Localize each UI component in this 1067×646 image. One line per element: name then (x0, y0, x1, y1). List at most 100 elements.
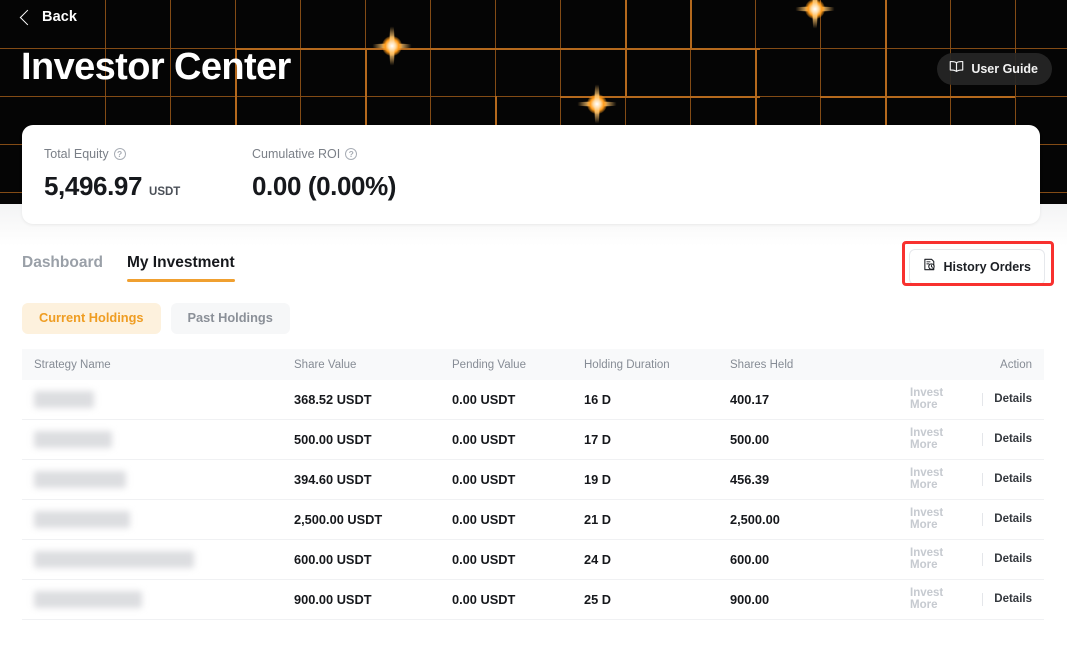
cell-action: Invest More Details (910, 547, 1044, 571)
details-button[interactable]: Details (994, 552, 1032, 565)
cell-action: Invest More Details (910, 387, 1044, 411)
cell-share-value: 2,500.00 USDT (294, 512, 383, 527)
cell-strategy-name (22, 511, 294, 528)
summary-stats-card: Total Equity ? 5,496.97 USDT Cumulative … (22, 125, 1040, 224)
cell-shares-held: 900.00 (730, 592, 770, 607)
cell-pending-value: 0.00 USDT (452, 472, 516, 487)
invest-more-button[interactable]: Invest More (910, 587, 944, 611)
cumulative-roi-stat: Cumulative ROI ? 0.00 (0.00%) (252, 148, 396, 199)
help-tooltip-icon[interactable]: ? (113, 148, 126, 161)
invest-more-button[interactable]: Invest More (910, 507, 944, 531)
details-button[interactable]: Details (994, 472, 1032, 485)
back-button[interactable]: Back (19, 9, 78, 26)
cell-pending-value: 0.00 USDT (452, 432, 516, 447)
redacted-strategy-name (34, 391, 94, 408)
column-header-action: Action (1000, 358, 1032, 371)
cell-action: Invest More Details (910, 467, 1044, 491)
grid-line-vertical (430, 0, 431, 204)
user-guide-button[interactable]: User Guide (937, 53, 1052, 85)
tab-dashboard[interactable]: Dashboard (22, 254, 103, 271)
help-tooltip-icon[interactable]: ? (345, 148, 358, 161)
grid-line-horizontal (0, 96, 1067, 97)
action-divider (982, 553, 984, 566)
spark-glow-icon (365, 19, 419, 73)
cumulative-roi-value: 0.00 (0.00%) (252, 170, 397, 201)
table-row: 368.52 USDT 0.00 USDT 16 D 400.17 Invest Mor… (22, 380, 1044, 420)
details-button[interactable]: Details (994, 592, 1032, 605)
redacted-strategy-name (34, 511, 130, 528)
circuit-path-segment (560, 48, 760, 50)
action-divider (982, 393, 984, 406)
pill-past-holdings[interactable]: Past Holdings (170, 303, 290, 334)
cell-shares-held: 2,500.00 (730, 512, 780, 527)
cell-holding-duration: 21 D (584, 512, 612, 527)
cell-share-value: 394.60 USDT (294, 472, 372, 487)
invest-more-button[interactable]: Invest More (910, 387, 944, 411)
circuit-path-segment (885, 0, 887, 204)
circuit-path-segment (625, 0, 627, 96)
cell-pending-value: 0.00 USDT (452, 512, 516, 527)
invest-more-button[interactable]: Invest More (910, 467, 944, 491)
grid-line-vertical (625, 0, 626, 204)
invest-more-button[interactable]: Invest More (910, 427, 944, 451)
cumulative-roi-label: Cumulative ROI (252, 147, 341, 161)
back-button-label: Back (42, 9, 78, 25)
grid-line-vertical (1015, 0, 1016, 204)
cell-pending-value: 0.00 USDT (452, 592, 516, 607)
grid-line-vertical (170, 0, 171, 204)
action-divider (982, 473, 984, 486)
total-equity-label: Total Equity (44, 147, 109, 161)
history-orders-button[interactable]: History Orders (909, 249, 1045, 285)
details-button[interactable]: Details (994, 392, 1032, 405)
page-title: Investor Center (21, 46, 291, 88)
table-header-row: Strategy Name Share Value Pending Value … (22, 349, 1044, 380)
cell-shares-held: 400.17 (730, 392, 770, 407)
cumulative-roi-value-row: 0.00 (0.00%) (252, 173, 396, 199)
cell-pending-value: 0.00 USDT (452, 552, 516, 567)
spark-glow-icon (570, 77, 624, 131)
user-guide-label: User Guide (971, 61, 1038, 76)
column-header-strategy-name: Strategy Name (34, 358, 111, 371)
cell-holding-duration: 17 D (584, 432, 612, 447)
grid-line-vertical (950, 0, 951, 204)
column-header-pending-value: Pending Value (452, 358, 526, 371)
cell-shares-held: 456.39 (730, 472, 770, 487)
circuit-path-segment (430, 48, 560, 50)
invest-more-button[interactable]: Invest More (910, 547, 944, 571)
table-row: 394.60 USDT 0.00 USDT 19 D 456.39 Invest Mor… (22, 460, 1044, 500)
pill-current-holdings[interactable]: Current Holdings (22, 303, 161, 334)
total-equity-value: 5,496.97 (44, 170, 143, 201)
redacted-strategy-name (34, 471, 126, 488)
chevron-left-icon (19, 9, 36, 26)
spark-glow-icon (788, 0, 842, 36)
cell-holding-duration: 25 D (584, 592, 612, 607)
cell-action: Invest More Details (910, 427, 1044, 451)
cell-holding-duration: 19 D (584, 472, 612, 487)
table-row: 500.00 USDT 0.00 USDT 17 D 500.00 Invest Mor… (22, 420, 1044, 460)
cell-holding-duration: 16 D (584, 392, 612, 407)
circuit-path-segment (820, 96, 1015, 98)
holdings-filter-pills: Current Holdings Past Holdings (22, 303, 290, 334)
redacted-strategy-name (34, 431, 112, 448)
cell-strategy-name (22, 391, 294, 408)
cell-action: Invest More Details (910, 507, 1044, 531)
grid-line-vertical (300, 0, 301, 204)
spark-core (805, 0, 825, 19)
cell-share-value: 368.52 USDT (294, 392, 372, 407)
cell-share-value: 900.00 USDT (294, 592, 372, 607)
tab-my-investment[interactable]: My Investment (126, 255, 235, 282)
history-orders-label: History Orders (943, 259, 1031, 274)
cell-strategy-name (22, 471, 294, 488)
details-button[interactable]: Details (994, 512, 1032, 525)
details-button[interactable]: Details (994, 432, 1032, 445)
column-header-shares-held: Shares Held (730, 358, 794, 371)
cell-share-value: 500.00 USDT (294, 432, 372, 447)
grid-line-vertical (560, 0, 561, 204)
table-row: 900.00 USDT 0.00 USDT 25 D 900.00 Invest Mor… (22, 580, 1044, 620)
cell-strategy-name (22, 591, 294, 608)
action-divider (982, 513, 984, 526)
total-equity-label-row: Total Equity ? (44, 148, 180, 161)
circuit-path-segment (690, 0, 692, 48)
grid-line-vertical (690, 0, 691, 204)
